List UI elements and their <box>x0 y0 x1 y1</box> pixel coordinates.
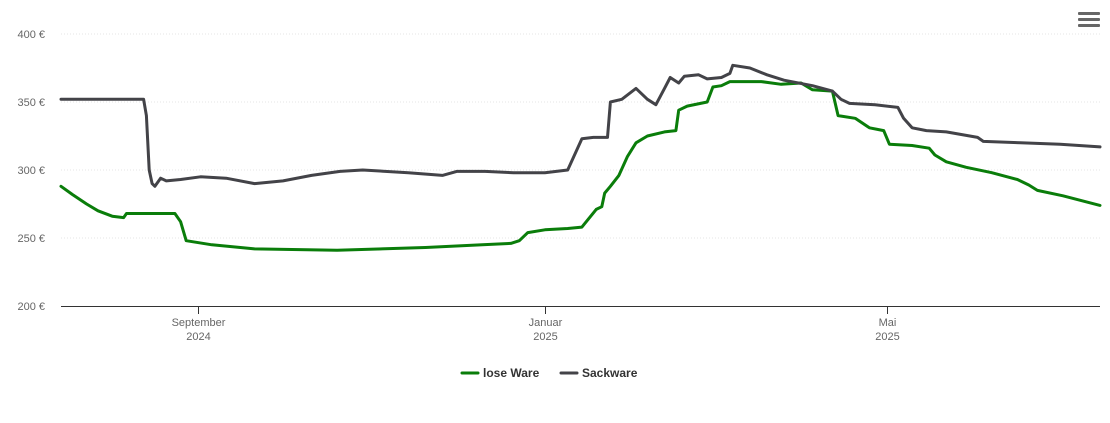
legend-item[interactable]: lose Ware <box>460 366 540 380</box>
y-tick-label: 300 € <box>17 165 45 177</box>
x-tick-label: Mai <box>879 317 897 329</box>
series-line-1[interactable] <box>59 63 1102 188</box>
series-line-0[interactable] <box>59 80 1102 252</box>
x-axis: September 2024 Januar 2025 Mai 2025 <box>61 306 1100 343</box>
y-axis: 200 € 250 € 300 € 350 € 400 € <box>17 29 45 313</box>
legend-label: lose Ware <box>483 366 540 380</box>
grid-lines <box>61 33 1100 239</box>
y-tick-label: 400 € <box>17 29 45 41</box>
hamburger-menu-icon[interactable] <box>1078 12 1100 32</box>
x-tick-label: 2025 <box>875 331 899 343</box>
x-tick-label: September <box>172 317 226 329</box>
legend-label: Sackware <box>582 366 638 380</box>
y-tick-label: 350 € <box>17 97 45 109</box>
x-tick-label: 2025 <box>533 331 557 343</box>
y-tick-label: 250 € <box>17 233 45 245</box>
x-tick-label: Januar <box>529 317 563 329</box>
x-tick-label: 2024 <box>186 331 210 343</box>
legend: lose Ware Sackware <box>460 366 638 380</box>
legend-item[interactable]: Sackware <box>559 366 638 380</box>
series-lines <box>59 63 1102 252</box>
y-tick-label: 200 € <box>17 301 45 313</box>
